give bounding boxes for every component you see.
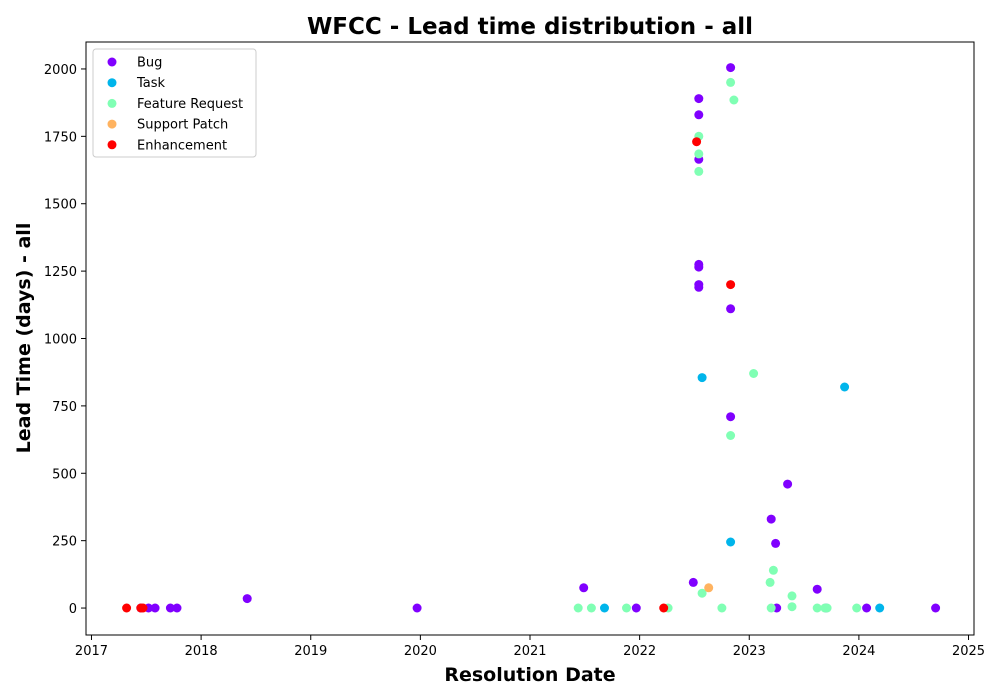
data-point-feature-request [766, 603, 776, 613]
data-point-feature-request [749, 369, 759, 378]
data-point-feature-request [694, 166, 704, 176]
data-point-feature-request [717, 603, 727, 613]
data-point-task [840, 382, 850, 392]
data-point-enhancement [692, 137, 702, 147]
y-tick-label: 2000 [44, 63, 77, 78]
data-point-feature-request [765, 577, 775, 587]
data-point-bug [694, 282, 704, 292]
x-tick-label: 2025 [952, 644, 985, 659]
y-tick-label: 500 [52, 467, 77, 482]
data-point-feature-request [812, 603, 822, 613]
data-point-feature-request [573, 603, 583, 613]
legend-marker-task [107, 78, 117, 88]
data-point-bug [172, 603, 182, 613]
data-point-task [875, 603, 885, 613]
data-point-bug [726, 63, 736, 73]
y-tick-label: 1000 [44, 333, 77, 348]
data-point-task [600, 603, 609, 613]
data-point-bug [726, 412, 736, 422]
data-point-feature-request [822, 603, 832, 613]
y-tick-label: 0 [69, 602, 77, 617]
data-point-bug [783, 479, 793, 489]
data-point-bug [694, 262, 704, 272]
data-point-task [726, 537, 736, 547]
chart-title: WFCC - Lead time distribution - all [307, 14, 753, 40]
data-point-bug [412, 603, 422, 613]
data-point-bug [726, 304, 736, 314]
x-tick-label: 2020 [404, 644, 437, 659]
legend-marker-support-patch [107, 119, 117, 129]
legend-label-support-patch: Support Patch [137, 118, 228, 133]
data-point-feature-request [697, 588, 707, 598]
data-point-bug [242, 594, 252, 604]
legend-label-bug: Bug [137, 56, 162, 71]
y-tick-label: 1250 [44, 265, 77, 280]
data-point-bug [165, 603, 175, 613]
data-point-feature-request [726, 431, 736, 440]
y-tick-label: 750 [52, 400, 77, 415]
data-point-feature-request [787, 591, 797, 601]
data-point-feature-request [726, 77, 736, 87]
y-tick-label: 250 [52, 535, 77, 550]
data-point-bug [688, 577, 698, 587]
legend-marker-enhancement [107, 140, 117, 150]
data-point-task [697, 373, 707, 383]
data-point-feature-request [787, 602, 797, 612]
data-point-bug [862, 603, 872, 613]
data-point-bug [150, 603, 160, 613]
data-point-feature-request [729, 95, 739, 105]
data-point-bug [771, 538, 781, 548]
x-tick-label: 2019 [294, 644, 327, 659]
x-axis-title: Resolution Date [444, 664, 615, 686]
x-tick-label: 2024 [842, 644, 875, 659]
x-tick-label: 2022 [623, 644, 656, 659]
points-layer [122, 63, 941, 613]
data-point-enhancement [659, 603, 669, 613]
x-tick-label: 2021 [513, 644, 546, 659]
legend-label-enhancement: Enhancement [137, 138, 227, 153]
legend-box [92, 48, 257, 158]
data-point-feature-request [622, 603, 631, 613]
data-point-bug [766, 514, 776, 524]
legend-marker-bug [107, 57, 117, 67]
data-point-bug [631, 603, 641, 613]
y-tick-label: 1500 [44, 198, 77, 213]
data-point-feature-request [694, 149, 704, 159]
data-point-bug [694, 110, 704, 120]
data-point-bug [812, 584, 822, 594]
data-point-enhancement [122, 603, 132, 613]
y-axis-title: Lead Time (days) - all [13, 223, 35, 454]
data-point-support-patch [704, 583, 714, 593]
data-point-bug [579, 583, 589, 593]
legend-label-task: Task [136, 76, 166, 91]
x-tick-label: 2023 [733, 644, 766, 659]
data-point-feature-request [586, 603, 596, 613]
x-tick-label: 2018 [185, 644, 218, 659]
y-axis: 0 250 500 750 1000 1250 1500 1750 2000 [44, 63, 86, 617]
data-point-feature-request [768, 565, 778, 575]
data-point-bug [694, 94, 704, 104]
y-tick-label: 1750 [44, 130, 77, 145]
x-tick-label: 2017 [75, 644, 108, 659]
data-point-enhancement [138, 603, 148, 613]
data-point-enhancement [726, 280, 736, 290]
x-axis: 2017 2018 2019 2020 2021 2022 2023 2024 2025 [75, 635, 985, 659]
legend-label-feature-request: Feature Request [137, 97, 243, 112]
data-point-feature-request [852, 603, 862, 613]
legend-marker-feature-request [107, 98, 117, 108]
data-point-bug [931, 603, 941, 613]
legend: Bug Task Feature Request Support Patch Enhan… [92, 48, 257, 158]
